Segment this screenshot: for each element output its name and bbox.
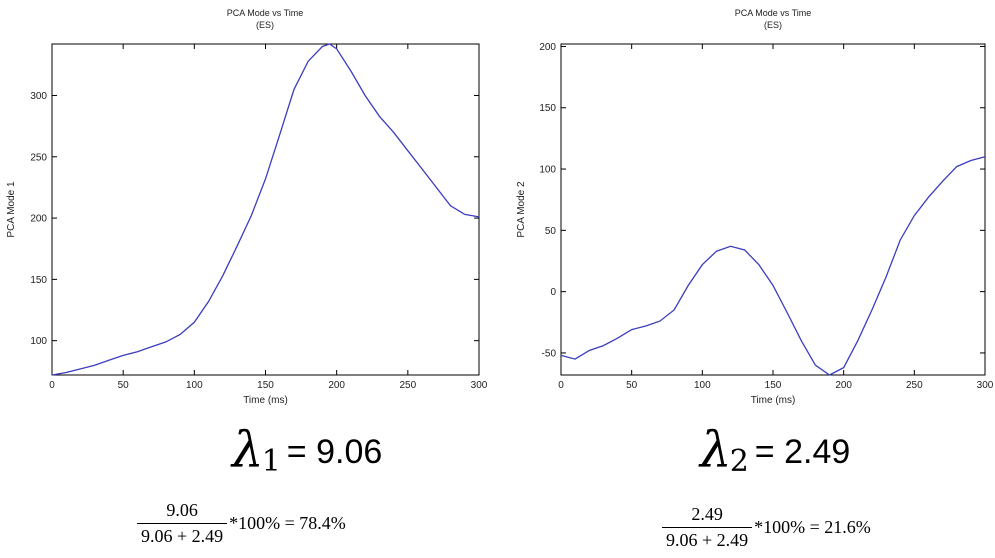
y-tick-label: 100: [539, 165, 556, 176]
x-tick-label: 250: [906, 380, 923, 391]
fraction: 9.06 9.06 + 2.49: [137, 500, 228, 547]
x-axis-label: Time (ms): [243, 395, 288, 406]
fraction: 2.49 9.06 + 2.49: [662, 504, 753, 551]
y-tick-label: 0: [550, 287, 556, 298]
pca-mode-2-chart: PCA Mode vs Time (ES) 0 50 100 150 200 250 300 -5…: [516, 8, 994, 406]
series-line: [51, 43, 480, 376]
x-axis-label: Time (ms): [751, 395, 796, 406]
pca-mode-1-chart: PCA Mode vs Time (ES) 0 50 100 150 200 250 300 10…: [6, 8, 488, 406]
fraction-numerator: 2.49: [691, 504, 723, 524]
y-axis-label: PCA Mode 2: [516, 181, 527, 238]
chart-title: PCA Mode vs Time: [735, 8, 812, 18]
variance-fraction-1: 9.06 9.06 + 2.49 *100% = 78.4%: [137, 500, 346, 547]
fraction-denominator: 9.06 + 2.49: [141, 526, 224, 546]
lambda-subscript: 1: [261, 444, 281, 479]
chart-subtitle: (ES): [764, 20, 782, 30]
x-tick-label: 0: [558, 380, 564, 391]
x-tick-label: 150: [257, 380, 274, 391]
y-tick-label: 300: [30, 91, 47, 102]
x-tick-label: 200: [835, 380, 852, 391]
x-tick-label: 300: [977, 380, 994, 391]
series-line: [560, 156, 986, 376]
x-tick-label: 100: [186, 380, 203, 391]
lambda-symbol: λ: [700, 421, 732, 479]
x-tick-label: 50: [626, 380, 638, 391]
fraction-denominator: 9.06 + 2.49: [666, 530, 749, 550]
fraction-result: *100% = 21.6%: [754, 517, 871, 537]
fraction-bar: [662, 527, 753, 528]
variance-fraction-2: 2.49 9.06 + 2.49 *100% = 21.6%: [662, 504, 871, 551]
chart-subtitle: (ES): [256, 20, 274, 30]
y-tick-label: 200: [539, 42, 556, 53]
y-tick-label: 150: [30, 275, 47, 286]
fraction-result: *100% = 78.4%: [229, 513, 346, 533]
y-axis-label: PCA Mode 1: [6, 181, 17, 238]
lambda-2-equation: λ 2 = 2.49: [700, 425, 850, 477]
plot-frame: [560, 43, 986, 376]
x-tick-label: 200: [328, 380, 345, 391]
y-tick-label: 50: [545, 226, 557, 237]
fraction-bar: [137, 523, 228, 524]
y-tick-label: 250: [30, 152, 47, 163]
lambda-value: = 2.49: [754, 433, 851, 471]
y-tick-label: -50: [542, 348, 557, 359]
y-tick-label: 200: [30, 214, 47, 225]
lambda-subscript: 2: [729, 444, 749, 479]
y-tick-label: 150: [539, 103, 556, 114]
x-tick-label: 0: [49, 380, 55, 391]
x-tick-label: 150: [765, 380, 782, 391]
x-tick-label: 300: [471, 380, 488, 391]
lambda-symbol: λ: [232, 421, 264, 479]
x-tick-label: 100: [694, 380, 711, 391]
fraction-numerator: 9.06: [166, 500, 198, 520]
x-tick-label: 250: [399, 380, 416, 391]
chart-title: PCA Mode vs Time: [227, 8, 304, 18]
y-tick-label: 100: [30, 336, 47, 347]
x-tick-label: 50: [118, 380, 130, 391]
lambda-1-equation: λ 1 = 9.06: [232, 425, 382, 477]
lambda-value: = 9.06: [286, 433, 383, 471]
